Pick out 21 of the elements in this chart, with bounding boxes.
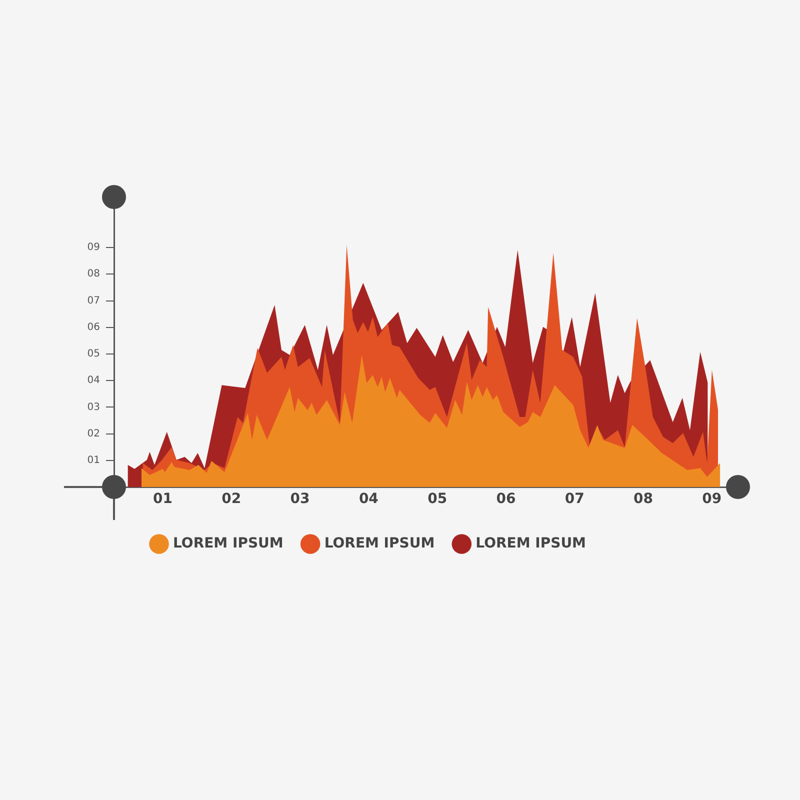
x-tick-label: 05	[428, 491, 448, 508]
y-tick-label: 03	[87, 402, 100, 413]
x-tick-label: 07	[564, 491, 584, 508]
y-tick-label: 02	[87, 428, 100, 440]
y-tick-label: 01	[87, 454, 100, 466]
x-tick-label: 08	[634, 491, 654, 508]
x-tick-label: 06	[496, 491, 516, 508]
x-tick-label: 03	[290, 491, 310, 508]
legend-label: LOREM IPSUM	[173, 536, 284, 552]
x-tick-label: 09	[702, 491, 722, 508]
y-tick-label: 06	[87, 322, 100, 333]
y-tick-label: 08	[87, 268, 100, 280]
legend-label: LOREM IPSUM	[324, 536, 435, 552]
y-tick-label: 07	[87, 295, 100, 306]
x-tick-label: 01	[152, 491, 172, 508]
y-tick-label: 05	[87, 348, 100, 360]
legend-label: LOREM IPSUM	[476, 536, 586, 552]
y-tick-label: 04	[87, 375, 100, 386]
x-tick-label: 04	[358, 491, 379, 508]
x-tick-label: 02	[222, 491, 242, 508]
y-tick-label: 09	[87, 242, 100, 254]
